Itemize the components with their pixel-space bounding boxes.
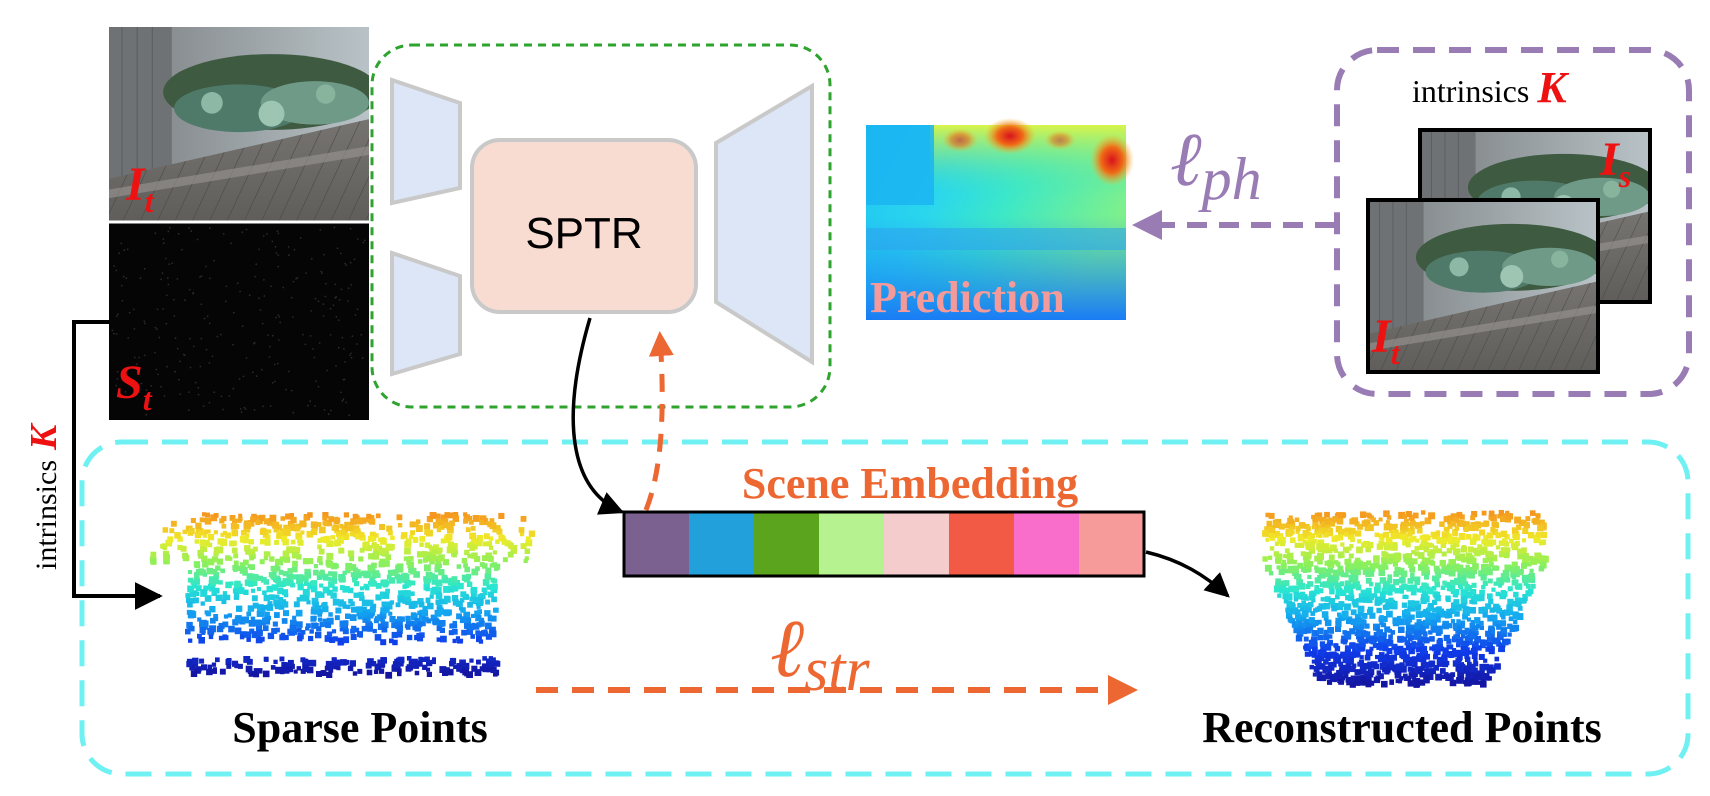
- sptr-to-embedding-arrow: [571, 317, 625, 515]
- input-rgb-image: It: [109, 27, 369, 222]
- embedding-cell: [624, 512, 689, 576]
- sparse-depth-dots: [111, 226, 366, 417]
- intrinsics-arrow: [72, 320, 163, 610]
- it-label: I: [125, 158, 147, 211]
- svg-text:intrinsicsK: intrinsicsK: [23, 422, 65, 570]
- sparse-point-cloud: [149, 512, 536, 679]
- depth-encoder: [390, 250, 462, 377]
- embedding-cell: [754, 512, 819, 576]
- sptr-label: SPTR: [525, 209, 642, 258]
- photometric-loss: ℓph: [1170, 118, 1262, 212]
- prediction-depth-map: Prediction: [866, 118, 1134, 322]
- reconstructed-points-label: Reconstructed Points: [1202, 703, 1602, 752]
- scene-embedding-label: Scene Embedding: [742, 459, 1078, 508]
- scene-embedding-vector: [622, 510, 1146, 578]
- decoder: [714, 82, 814, 366]
- embedding-cell: [819, 512, 884, 576]
- intrinsics-k-left: intrinsicsK: [23, 422, 65, 570]
- intrinsics-k-right: intrinsics K: [1412, 63, 1569, 112]
- sparse-points-label: Sparse Points: [232, 703, 487, 752]
- embedding-to-reconstruction-arrow: [1145, 550, 1230, 598]
- svg-text:Is: Is: [1599, 133, 1631, 194]
- prediction-label: Prediction: [870, 273, 1065, 322]
- rgb-encoder: [390, 77, 462, 206]
- sptr-module: [470, 138, 698, 314]
- structure-loss: ℓstr: [770, 603, 871, 704]
- reconstructed-point-cloud: [1262, 510, 1549, 688]
- embedding-cell: [1014, 512, 1079, 576]
- st-label: St: [116, 356, 153, 417]
- sparse-depth-image: [109, 222, 369, 420]
- svg-text:It: It: [125, 158, 155, 219]
- embedding-cell: [689, 512, 754, 576]
- embedding-to-sptr-arrow: [643, 331, 674, 511]
- embedding-cell: [884, 512, 949, 576]
- reconstruction-box: [79, 439, 1691, 777]
- network-box: [370, 43, 832, 409]
- embedding-cell: [1079, 512, 1144, 576]
- embedding-cell: [949, 512, 1014, 576]
- svg-text:It: It: [1371, 310, 1401, 371]
- source-frames-box: [1334, 47, 1692, 397]
- target-image-it: It: [1366, 198, 1600, 374]
